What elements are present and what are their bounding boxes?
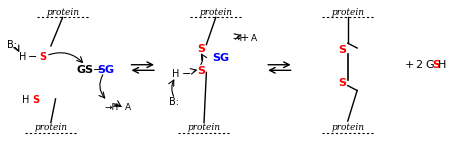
Text: −: − <box>115 102 123 112</box>
Text: S: S <box>432 60 440 70</box>
Text: −: − <box>182 69 191 80</box>
Text: A: A <box>251 34 257 43</box>
Text: →H: →H <box>104 103 118 112</box>
Text: H: H <box>22 95 29 105</box>
Text: G: G <box>425 60 434 70</box>
Text: H: H <box>172 69 180 80</box>
Text: H: H <box>19 52 26 62</box>
Text: 2: 2 <box>415 60 422 70</box>
Text: protein: protein <box>46 8 79 17</box>
Text: protein: protein <box>331 8 364 17</box>
Text: protein: protein <box>199 8 232 17</box>
Text: S: S <box>338 45 346 55</box>
Text: →H: →H <box>232 34 246 43</box>
Text: B:: B: <box>7 40 17 50</box>
Text: S: S <box>198 44 206 54</box>
Text: H: H <box>438 60 447 70</box>
Text: −: − <box>241 33 249 43</box>
Text: −: − <box>28 52 37 62</box>
Text: S: S <box>338 78 346 88</box>
Text: SG: SG <box>98 65 115 75</box>
Text: S: S <box>32 95 39 105</box>
Text: A: A <box>125 103 131 112</box>
Text: protein: protein <box>331 123 364 132</box>
Text: B:: B: <box>169 97 179 107</box>
Text: protein: protein <box>35 123 67 132</box>
Text: S: S <box>198 66 206 76</box>
Text: S: S <box>39 52 46 62</box>
Text: −: − <box>92 65 102 75</box>
Text: +: + <box>404 60 414 70</box>
Text: GS: GS <box>77 65 94 75</box>
Text: SG: SG <box>212 53 229 63</box>
Text: protein: protein <box>188 123 220 132</box>
